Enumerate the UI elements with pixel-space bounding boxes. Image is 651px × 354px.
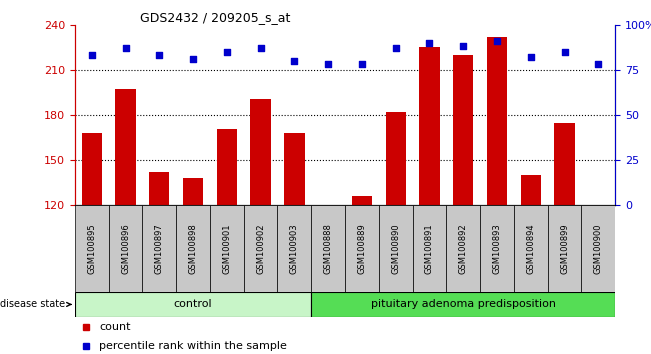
Point xyxy=(188,56,199,62)
Text: GSM100892: GSM100892 xyxy=(459,223,467,274)
Bar xyxy=(521,175,541,205)
Bar xyxy=(345,205,379,292)
Bar xyxy=(385,112,406,205)
Text: GSM100903: GSM100903 xyxy=(290,223,299,274)
Bar xyxy=(81,133,102,205)
Point xyxy=(593,62,603,67)
Bar xyxy=(183,178,203,205)
Point xyxy=(525,55,536,60)
Text: percentile rank within the sample: percentile rank within the sample xyxy=(99,341,287,351)
Bar xyxy=(109,205,143,292)
Bar xyxy=(251,98,271,205)
Text: GSM100901: GSM100901 xyxy=(223,223,231,274)
Bar xyxy=(311,205,345,292)
Bar xyxy=(514,205,547,292)
Text: GSM100897: GSM100897 xyxy=(155,223,164,274)
Bar xyxy=(352,196,372,205)
Text: GSM100891: GSM100891 xyxy=(425,223,434,274)
Bar xyxy=(419,47,439,205)
Bar xyxy=(311,292,615,317)
Text: GSM100898: GSM100898 xyxy=(189,223,197,274)
Text: GSM100896: GSM100896 xyxy=(121,223,130,274)
Bar xyxy=(453,55,473,205)
Text: GSM100894: GSM100894 xyxy=(526,223,535,274)
Point xyxy=(221,49,232,55)
Text: GSM100889: GSM100889 xyxy=(357,223,367,274)
Point xyxy=(289,58,299,64)
Text: disease state: disease state xyxy=(0,299,71,309)
Bar xyxy=(75,205,109,292)
Text: GSM100900: GSM100900 xyxy=(594,223,603,274)
Bar xyxy=(480,205,514,292)
Bar xyxy=(487,37,507,205)
Point xyxy=(492,38,502,44)
Point xyxy=(559,49,570,55)
Text: control: control xyxy=(174,299,212,309)
Bar xyxy=(379,205,413,292)
Bar xyxy=(243,205,277,292)
Point xyxy=(87,53,97,58)
Bar xyxy=(284,133,305,205)
Point xyxy=(391,45,401,51)
Text: GSM100893: GSM100893 xyxy=(493,223,501,274)
Bar xyxy=(149,172,169,205)
Bar xyxy=(217,129,237,205)
Text: GSM100899: GSM100899 xyxy=(560,223,569,274)
Bar xyxy=(547,205,581,292)
Bar xyxy=(115,90,135,205)
Text: GSM100888: GSM100888 xyxy=(324,223,333,274)
Point xyxy=(154,53,165,58)
Bar xyxy=(413,205,447,292)
Bar xyxy=(447,205,480,292)
Point xyxy=(424,40,435,46)
Text: GSM100895: GSM100895 xyxy=(87,223,96,274)
Bar xyxy=(176,205,210,292)
Bar xyxy=(75,292,311,317)
Text: GSM100890: GSM100890 xyxy=(391,223,400,274)
Bar xyxy=(210,205,243,292)
Text: GSM100902: GSM100902 xyxy=(256,223,265,274)
Text: pituitary adenoma predisposition: pituitary adenoma predisposition xyxy=(370,299,556,309)
Point xyxy=(255,45,266,51)
Bar xyxy=(555,122,575,205)
Point xyxy=(323,62,333,67)
Bar xyxy=(277,205,311,292)
Point xyxy=(458,44,469,49)
Text: GDS2432 / 209205_s_at: GDS2432 / 209205_s_at xyxy=(140,11,290,24)
Text: count: count xyxy=(99,322,131,332)
Point xyxy=(357,62,367,67)
Point xyxy=(120,45,131,51)
Bar xyxy=(581,205,615,292)
Bar xyxy=(143,205,176,292)
